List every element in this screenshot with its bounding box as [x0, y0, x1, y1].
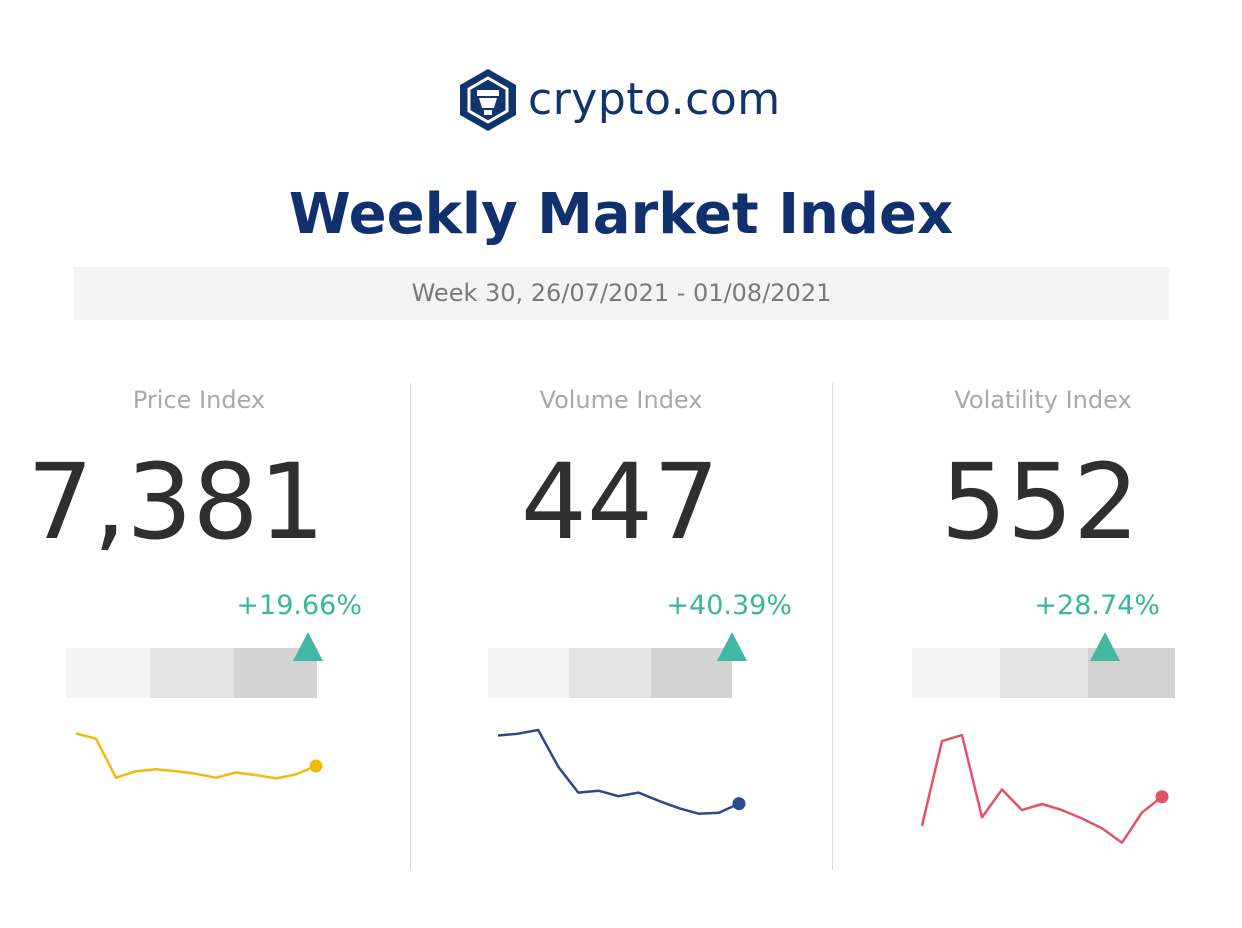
- price-index-value: 7,381: [27, 441, 325, 563]
- gauge-segment-mid: [150, 648, 234, 698]
- panel-divider: [832, 383, 833, 870]
- price-index-sparkline: [75, 732, 323, 780]
- volatility-index-panel: Volatility Index 552 +28.74%: [844, 380, 1242, 880]
- sparkline-last-point: [732, 797, 746, 811]
- brand-logo: crypto.com: [458, 68, 788, 132]
- sparkline-last-point: [309, 759, 323, 773]
- volatility-index-up-arrow-icon: [1090, 632, 1120, 661]
- volume-index-change: +40.39%: [666, 590, 792, 621]
- volatility-index-value: 552: [940, 441, 1140, 563]
- gauge-segment-low: [912, 648, 1000, 698]
- volume-index-up-arrow-icon: [717, 632, 747, 661]
- gauge-segment-mid: [569, 648, 651, 698]
- volatility-index-sparkline: [920, 733, 1169, 844]
- gauge-segment-low: [488, 648, 569, 698]
- sparkline-series-line: [497, 728, 740, 815]
- price-index-change: +19.66%: [236, 590, 362, 621]
- volatility-index-change: +28.74%: [1034, 590, 1160, 621]
- price-index-up-arrow-icon: [293, 632, 323, 661]
- sparkline-series-line: [920, 733, 1163, 844]
- gauge-segment-low: [66, 648, 150, 698]
- price-index-panel: Price Index 7,381 +19.66%: [0, 380, 422, 880]
- price-index-gauge: [66, 648, 317, 698]
- period-text: Week 30, 26/07/2021 - 01/08/2021: [411, 279, 832, 307]
- gauge-segment-mid: [1000, 648, 1088, 698]
- volatility-index-gauge: [912, 648, 1175, 698]
- sparkline-series-line: [75, 732, 317, 780]
- sparkline-last-point: [1155, 790, 1169, 804]
- volume-index-value: 447: [520, 441, 720, 563]
- brand-name: crypto.com: [528, 74, 781, 125]
- crypto-com-lion-hexagon-icon: [460, 69, 516, 131]
- panel-divider: [410, 383, 411, 870]
- volume-index-gauge: [488, 648, 732, 698]
- page-title: Weekly Market Index: [288, 182, 954, 247]
- period-bar: Week 30, 26/07/2021 - 01/08/2021: [74, 267, 1169, 320]
- volume-index-sparkline: [497, 728, 746, 815]
- volatility-index-label: Volatility Index: [954, 386, 1132, 414]
- volume-index-label: Volume Index: [539, 386, 703, 414]
- volume-index-panel: Volume Index 447 +40.39%: [422, 380, 844, 880]
- price-index-label: Price Index: [132, 386, 266, 414]
